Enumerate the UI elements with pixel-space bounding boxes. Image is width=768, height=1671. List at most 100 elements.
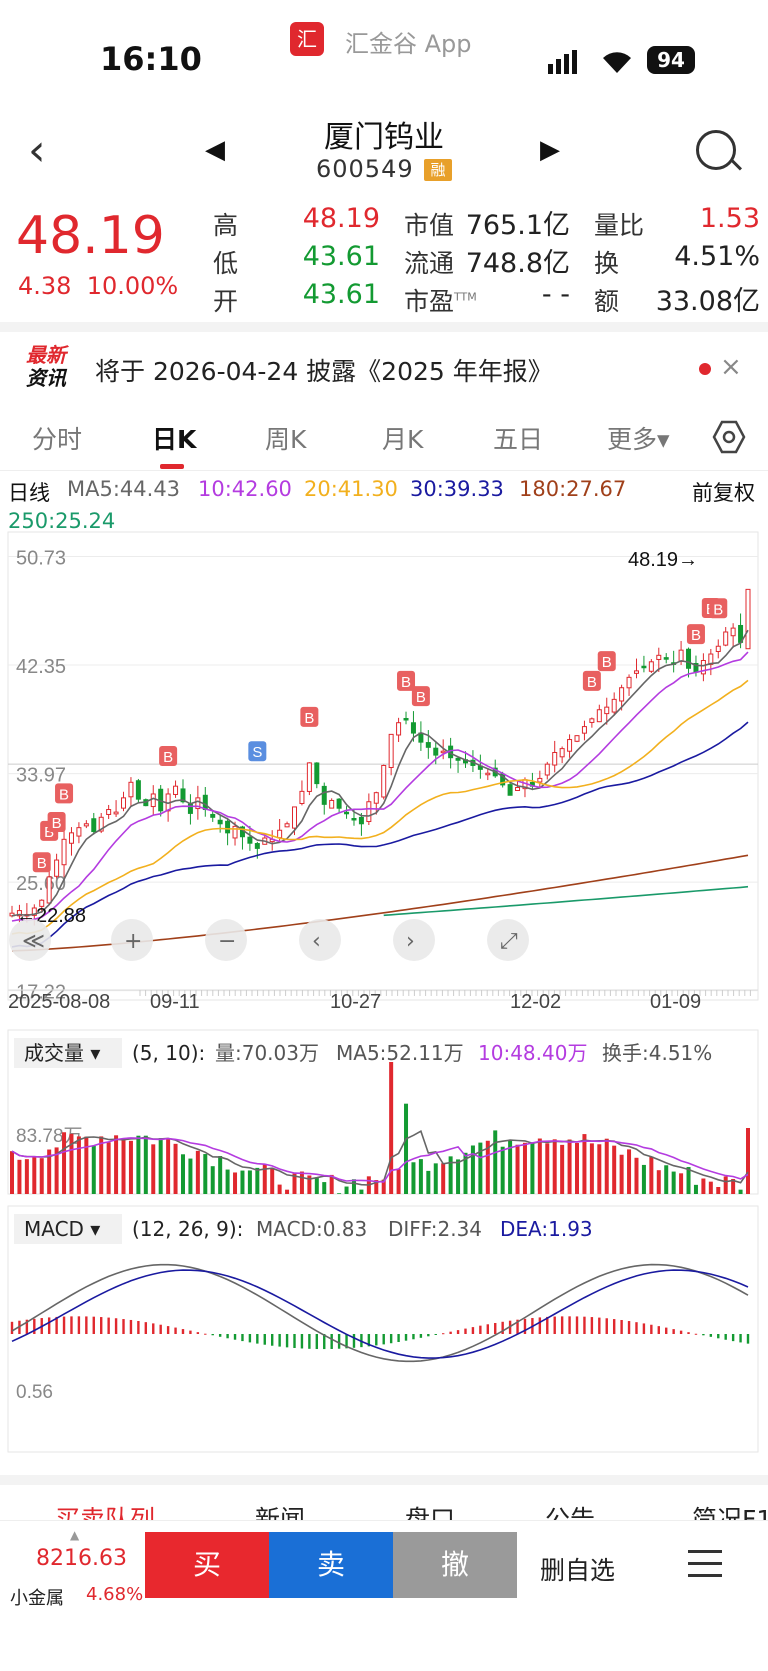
high-value: 48.19 [302, 203, 380, 234]
candle-body [440, 750, 446, 754]
candle-body [210, 813, 216, 818]
menu-icon[interactable] [688, 1548, 722, 1578]
candle-body [321, 785, 327, 805]
status-bar: 16:10 汇 汇金谷 App 94 [0, 0, 768, 100]
candle-body [358, 816, 364, 825]
remove-watchlist-button[interactable]: 删自选 [540, 1556, 616, 1585]
volume-bar [218, 1156, 223, 1194]
volume-bar [493, 1130, 498, 1194]
back-chevron-icon[interactable]: ‹ [28, 125, 46, 176]
candle-body [135, 780, 141, 800]
volume-ratio-label: 量比 [594, 211, 645, 240]
buy-signal-badge [55, 783, 74, 804]
margin-badge: 融 [424, 159, 452, 181]
buy-button[interactable]: 买 [145, 1532, 269, 1598]
x-tick-label: 2025-08-08 [8, 991, 110, 1013]
macd-histogram-bar [553, 1316, 556, 1334]
volume-bar [337, 1193, 342, 1194]
candle-body [686, 648, 692, 669]
volume-ratio-value: 1.53 [699, 203, 760, 234]
macd-histogram-bar [605, 1318, 608, 1334]
cancel-order-button[interactable]: 撤 [393, 1532, 517, 1598]
volume-bar [634, 1157, 639, 1194]
macd-histogram-bar [464, 1328, 467, 1334]
stock-code: 600549 [316, 155, 414, 183]
macd-histogram-bar [665, 1327, 668, 1334]
volume-bar [247, 1170, 252, 1194]
macd-histogram-bar [248, 1334, 252, 1343]
tab-monthly-k[interactable]: 月K [382, 425, 424, 454]
kline-chart[interactable]: 50.7342.3533.9725.6017.2248.19→←22.88BBB… [0, 530, 768, 1470]
volume-bar [54, 1147, 59, 1194]
macd-histogram-bar [456, 1330, 460, 1334]
adjust-toggle[interactable]: 前复权 [692, 481, 755, 505]
tab-five-day[interactable]: 五日 [493, 425, 544, 454]
prev-stock-triangle-icon[interactable]: ◀ [205, 135, 225, 165]
volume-bar [649, 1156, 654, 1194]
sell-button[interactable]: 卖 [269, 1532, 393, 1598]
volume-bar [225, 1169, 230, 1194]
buy-signal-label: B [37, 855, 47, 872]
volume-bar [731, 1178, 736, 1194]
candle-body [351, 818, 357, 821]
buy-signal-badge [32, 852, 51, 873]
tab-weekly-k[interactable]: 周K [265, 425, 307, 454]
settings-hexagon-icon[interactable] [712, 420, 746, 454]
macd-histogram-bar [739, 1334, 742, 1343]
candle-body [425, 742, 431, 748]
candle-body [589, 718, 595, 723]
volume-bar [62, 1132, 67, 1194]
macd-histogram-bar [516, 1319, 519, 1334]
news-headline[interactable]: 将于 2026-04-24 披露《2025 年年报》 [95, 357, 553, 386]
volume-bar [396, 1169, 401, 1194]
candle-body [195, 797, 201, 810]
volume-bar [404, 1103, 409, 1194]
macd-histogram-bar [47, 1317, 51, 1334]
volume-bar [136, 1135, 141, 1194]
candle-body [202, 794, 208, 811]
app-name: 汇金谷 App [345, 30, 472, 58]
candle-body [388, 733, 394, 768]
battery-icon: 94 [647, 46, 695, 74]
price-change: 4.38 10.00% [18, 272, 178, 300]
candle-body [314, 762, 320, 785]
next-stock-triangle-icon[interactable]: ▶ [540, 135, 560, 165]
sector-index-value[interactable]: 8216.63 [36, 1546, 127, 1571]
buy-signal-label: B [59, 786, 69, 803]
volume-bar [203, 1154, 208, 1194]
volume-bar [351, 1179, 356, 1194]
buy-signal-label: B [401, 674, 411, 691]
macd-histogram-bar [25, 1319, 29, 1334]
volume-bar [686, 1167, 691, 1194]
unread-dot [699, 363, 711, 375]
candle-body [76, 827, 82, 837]
candle-body [745, 588, 751, 650]
macd-title: MACD ▾ [24, 1217, 100, 1241]
high-label: 高 [213, 211, 239, 240]
tab-intraday[interactable]: 分时 [32, 425, 83, 454]
ma-label: 日线 [8, 481, 50, 505]
macd-histogram-bar [137, 1321, 140, 1334]
macd-histogram-bar [694, 1333, 698, 1335]
volume-bar [560, 1144, 565, 1194]
tab-more[interactable]: 更多▾ [607, 425, 670, 454]
volume-bar [69, 1133, 74, 1194]
search-icon[interactable] [696, 130, 736, 170]
buy-signal-badge [411, 686, 430, 707]
macd-histogram-bar [271, 1334, 274, 1346]
candle-body [581, 726, 587, 734]
volume-selector [14, 1038, 122, 1068]
volume-bar [329, 1174, 334, 1194]
macd-histogram-bar [189, 1330, 192, 1334]
candle-body [567, 739, 573, 752]
sector-name: 小金属 [10, 1588, 64, 1609]
candle-body [678, 649, 684, 662]
volume-bar [344, 1186, 349, 1194]
close-icon[interactable]: × [720, 352, 742, 382]
candle-body [626, 676, 632, 689]
tab-daily-k[interactable]: 日K [152, 425, 197, 454]
ma5-value: MA5:44.43 [67, 477, 181, 501]
volume-bar [426, 1170, 431, 1194]
buy-signal-badge [397, 670, 416, 691]
volume-bar [292, 1173, 297, 1194]
